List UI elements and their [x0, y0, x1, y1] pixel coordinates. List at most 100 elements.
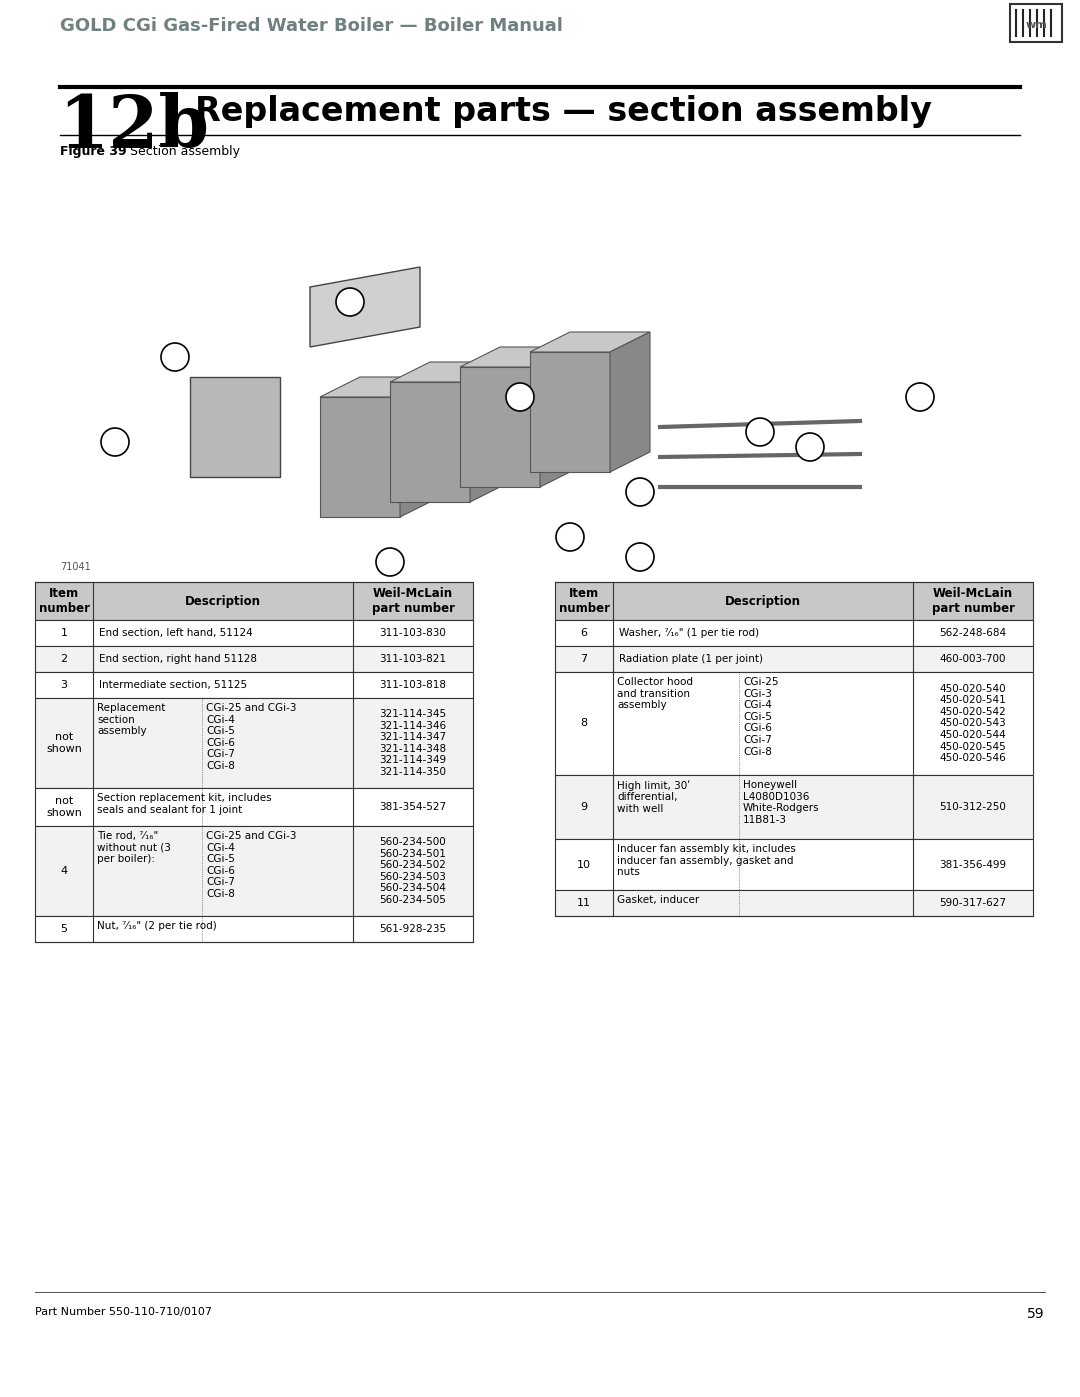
Polygon shape [530, 352, 610, 472]
Text: 11: 11 [168, 352, 181, 362]
Text: Weil-McLain
part number: Weil-McLain part number [372, 587, 455, 615]
Text: 4: 4 [807, 441, 813, 453]
Text: Washer, ⁷⁄₁₆" (1 per tie rod): Washer, ⁷⁄₁₆" (1 per tie rod) [619, 629, 759, 638]
Text: 6: 6 [581, 629, 588, 638]
Text: Gasket, inducer: Gasket, inducer [617, 895, 699, 905]
Text: Section assembly: Section assembly [130, 145, 240, 158]
Text: 2: 2 [60, 654, 68, 664]
Circle shape [102, 427, 129, 455]
Text: Tie rod, ⁷⁄₁₆"
without nut (3
per boiler):: Tie rod, ⁷⁄₁₆" without nut (3 per boiler… [97, 831, 171, 865]
Text: wm: wm [1025, 20, 1047, 29]
Text: 510-312-250: 510-312-250 [940, 802, 1007, 812]
Text: Figure 39: Figure 39 [60, 145, 126, 158]
Text: 8: 8 [347, 298, 353, 307]
Circle shape [626, 543, 654, 571]
Bar [555, 890, 1032, 916]
Text: 5: 5 [60, 923, 67, 935]
Text: 1: 1 [60, 629, 67, 638]
Text: 450-020-540
450-020-541
450-020-542
450-020-543
450-020-544
450-020-545
450-020-: 450-020-540 450-020-541 450-020-542 450-… [940, 683, 1007, 763]
Text: 3: 3 [60, 680, 67, 690]
Bar [555, 775, 1032, 840]
Bar [35, 583, 473, 620]
Text: 5: 5 [917, 393, 923, 402]
Text: 12b: 12b [58, 92, 210, 163]
Circle shape [336, 288, 364, 316]
Text: not
shown: not shown [46, 796, 82, 817]
Polygon shape [460, 367, 540, 488]
Text: 6: 6 [757, 427, 764, 437]
Polygon shape [610, 332, 650, 472]
Text: 59: 59 [1027, 1308, 1045, 1322]
Polygon shape [400, 377, 440, 517]
Text: Intermediate section, 51125: Intermediate section, 51125 [99, 680, 247, 690]
Text: 460-003-700: 460-003-700 [940, 654, 1007, 664]
Bar [555, 645, 1032, 672]
Text: Section replacement kit, includes
seals and sealant for 1 joint: Section replacement kit, includes seals … [97, 793, 272, 814]
Polygon shape [320, 377, 440, 397]
Text: 311-103-821: 311-103-821 [379, 654, 446, 664]
Text: Honeywell
L4080D1036
White-Rodgers
11B81-3: Honeywell L4080D1036 White-Rodgers 11B81… [743, 780, 820, 824]
Bar [35, 698, 473, 788]
Text: End section, right hand 51128: End section, right hand 51128 [99, 654, 257, 664]
Text: 381-354-527: 381-354-527 [379, 802, 446, 812]
Polygon shape [540, 346, 580, 488]
Circle shape [556, 522, 584, 550]
Text: GOLD CGi Gas-Fired Water Boiler — Boiler Manual: GOLD CGi Gas-Fired Water Boiler — Boiler… [60, 17, 563, 35]
Polygon shape [390, 381, 470, 502]
Polygon shape [470, 362, 510, 502]
Text: 311-103-830: 311-103-830 [379, 629, 446, 638]
Bar [55, 156, 1025, 577]
Text: Replacement parts — section assembly: Replacement parts — section assembly [195, 95, 932, 129]
Circle shape [906, 383, 934, 411]
Text: End section, left hand, 51124: End section, left hand, 51124 [99, 629, 253, 638]
Text: 311-103-818: 311-103-818 [379, 680, 446, 690]
Bar [35, 620, 473, 645]
Text: 7: 7 [580, 654, 588, 664]
Circle shape [161, 344, 189, 372]
Circle shape [746, 418, 774, 446]
Polygon shape [530, 332, 650, 352]
Text: Radiation plate (1 per joint): Radiation plate (1 per joint) [619, 654, 762, 664]
Circle shape [507, 383, 534, 411]
Text: High limit, 30ʹ
differential,
with well: High limit, 30ʹ differential, with well [617, 780, 690, 814]
Text: 561-928-235: 561-928-235 [379, 923, 446, 935]
Text: CGi-25
CGi-3
CGi-4
CGi-5
CGi-6
CGi-7
CGi-8: CGi-25 CGi-3 CGi-4 CGi-5 CGi-6 CGi-7 CGi… [743, 678, 779, 757]
Text: CGi-25 and CGi-3
CGi-4
CGi-5
CGi-6
CGi-7
CGi-8: CGi-25 and CGi-3 CGi-4 CGi-5 CGi-6 CGi-7… [206, 831, 297, 900]
Text: 7: 7 [516, 393, 524, 402]
Bar [555, 672, 1032, 775]
Bar [35, 645, 473, 672]
Text: Replacement
section
assembly: Replacement section assembly [97, 703, 165, 736]
Text: 1: 1 [387, 557, 393, 567]
Text: 4: 4 [60, 866, 68, 876]
Text: 560-234-500
560-234-501
560-234-502
560-234-503
560-234-504
560-234-505: 560-234-500 560-234-501 560-234-502 560-… [379, 837, 446, 905]
Polygon shape [310, 267, 420, 346]
Bar [35, 916, 473, 942]
Text: Nut, ⁷⁄₁₆" (2 per tie rod): Nut, ⁷⁄₁₆" (2 per tie rod) [97, 921, 217, 930]
Text: 2: 2 [636, 488, 644, 497]
Text: Description: Description [185, 595, 261, 608]
Bar [555, 840, 1032, 890]
Text: Item
number: Item number [39, 587, 90, 615]
Polygon shape [190, 377, 280, 476]
Text: 590-317-627: 590-317-627 [940, 898, 1007, 908]
Text: 10: 10 [577, 859, 591, 869]
Text: 381-356-499: 381-356-499 [940, 859, 1007, 869]
Text: 562-248-684: 562-248-684 [940, 629, 1007, 638]
Text: 71041: 71041 [60, 562, 91, 571]
Text: 10: 10 [108, 437, 122, 447]
Text: 11: 11 [577, 898, 591, 908]
Text: Item
number: Item number [558, 587, 609, 615]
Circle shape [376, 548, 404, 576]
Polygon shape [390, 362, 510, 381]
Text: CGi-25 and CGi-3
CGi-4
CGi-5
CGi-6
CGi-7
CGi-8: CGi-25 and CGi-3 CGi-4 CGi-5 CGi-6 CGi-7… [206, 703, 297, 771]
Text: Collector hood
and transition
assembly: Collector hood and transition assembly [617, 678, 693, 710]
Text: Weil-McLain
part number: Weil-McLain part number [931, 587, 1014, 615]
Bar [35, 672, 473, 698]
Text: Inducer fan assembly kit, includes
inducer fan assembly, gasket and
nuts: Inducer fan assembly kit, includes induc… [617, 844, 796, 877]
Polygon shape [460, 346, 580, 367]
Text: 9: 9 [636, 552, 644, 562]
Circle shape [626, 478, 654, 506]
Bar [35, 826, 473, 916]
Circle shape [796, 433, 824, 461]
Text: Description: Description [725, 595, 801, 608]
